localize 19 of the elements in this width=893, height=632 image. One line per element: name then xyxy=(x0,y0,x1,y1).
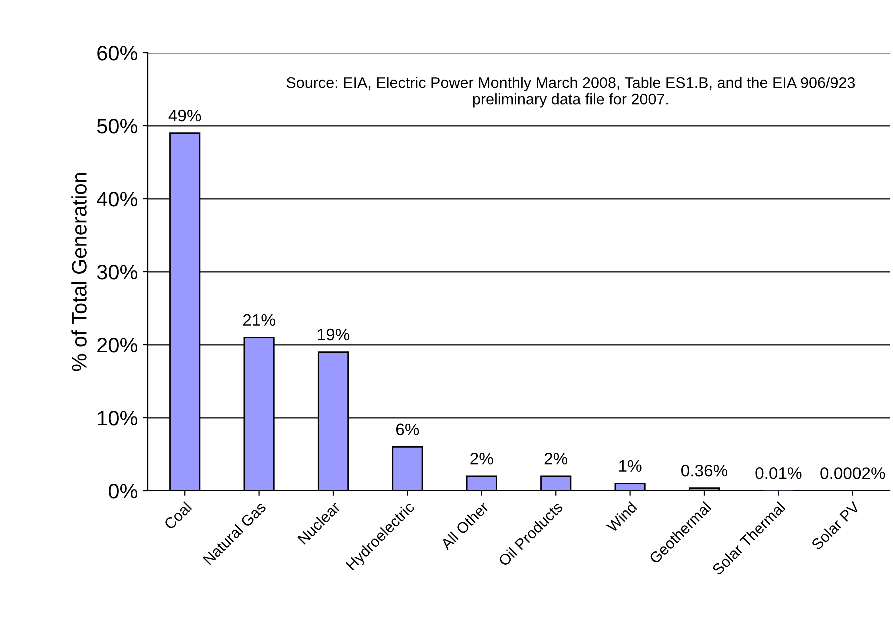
y-tick-label: 10% xyxy=(98,411,138,426)
data-label: 19% xyxy=(318,328,350,341)
y-tick-label: 60% xyxy=(98,46,138,61)
y-tick-label: 20% xyxy=(98,338,138,353)
data-label: 21% xyxy=(243,314,276,326)
data-label: 0.0002% xyxy=(820,468,886,480)
data-label: 2% xyxy=(470,452,494,465)
y-tick-label: 30% xyxy=(97,265,138,280)
y-axis-title: % of Total Generation xyxy=(72,173,87,372)
data-label: 2% xyxy=(544,452,568,465)
y-tick-label: 0% xyxy=(108,484,138,499)
data-label: 49% xyxy=(168,110,202,122)
annotation: Source: EIA, Electric Power Monthly March 2008, Table ES1.B, and the EIA 906/923 preliminary data file for 2007. xyxy=(286,77,856,108)
y-tick-label: 40% xyxy=(97,192,138,207)
data-label: 1% xyxy=(620,460,642,472)
y-tick-label: 50% xyxy=(97,119,138,134)
data-label: 0.36% xyxy=(682,464,728,477)
data-label: 0.01% xyxy=(756,467,802,480)
data-label: 6% xyxy=(396,424,420,436)
